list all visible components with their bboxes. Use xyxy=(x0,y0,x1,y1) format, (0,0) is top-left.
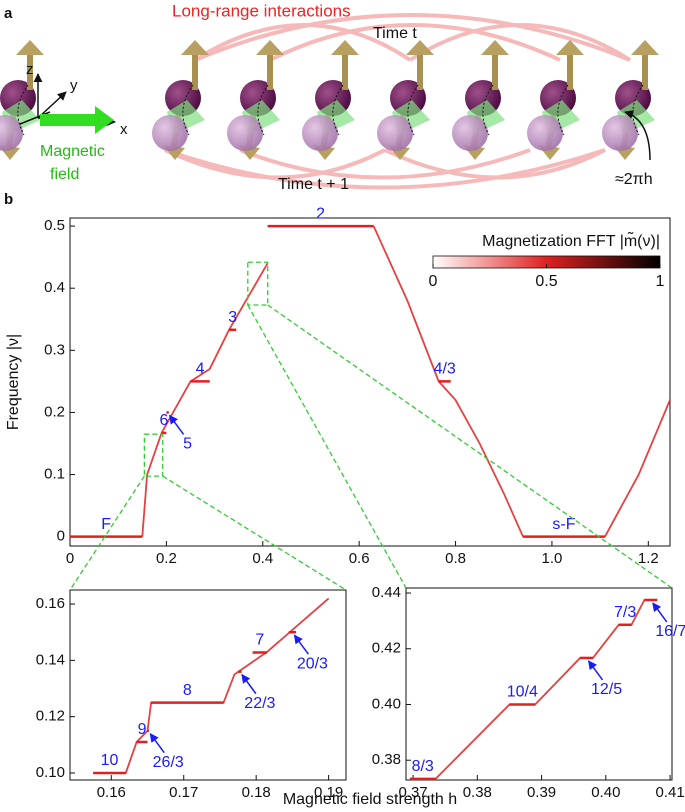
y-tick-label: 0.12 xyxy=(36,708,65,725)
chart: 0.16 0.17 0.18 0.19 0.10 0.12 0.14 0.16 10 9 26/3 8… xyxy=(36,589,347,801)
field-label: Magnetic xyxy=(40,143,105,160)
y-axis-title: Frequency |ν| xyxy=(5,334,22,430)
plateau-label: 4 xyxy=(196,361,205,378)
x-tick-label: 0.2 xyxy=(156,550,177,567)
zoom-box xyxy=(247,261,269,306)
y-tick-label: 0.3 xyxy=(44,341,65,358)
y-tick-label: 0.16 xyxy=(36,595,65,612)
plateau-label: 5 xyxy=(183,436,192,453)
colorbar-tick-label: 1 xyxy=(656,273,665,290)
x-tick-label: 0.39 xyxy=(527,784,556,801)
zoom-box xyxy=(143,433,164,477)
x-tick-label: 0.41 xyxy=(655,784,684,801)
y-tick-label: 0.1 xyxy=(44,466,65,483)
time-label: Time t xyxy=(373,25,417,42)
axis-label: z xyxy=(26,61,34,78)
x-tick-label: 0.17 xyxy=(169,784,198,801)
colorbar-tick-label: 0 xyxy=(429,273,438,290)
label-arrow xyxy=(652,602,668,623)
x-tick-label: 0.19 xyxy=(314,784,343,801)
field-label: field xyxy=(50,166,79,183)
x-tick-label: 0.38 xyxy=(463,784,492,801)
plateau-label: F xyxy=(101,516,111,533)
x-tick-label: 0.16 xyxy=(97,784,126,801)
plateau-label: 10 xyxy=(101,752,119,769)
plateau-label: 20/3 xyxy=(297,655,328,672)
axis-label: y xyxy=(70,77,78,94)
plot-frame xyxy=(69,217,671,547)
y-tick-label: 0.40 xyxy=(372,695,401,712)
plateau-label: 6 xyxy=(160,412,169,429)
plateau-label: 9 xyxy=(138,721,147,738)
plateau-label: 4/3 xyxy=(434,361,456,378)
spins xyxy=(0,40,659,160)
x-tick-label: 1.2 xyxy=(638,550,659,567)
plateau-label: 3 xyxy=(228,309,237,326)
interaction-arcs xyxy=(164,13,632,190)
y-tick-label: 0.14 xyxy=(36,651,65,668)
plot-frame xyxy=(69,589,347,781)
zoom-connector xyxy=(69,475,145,591)
colorbar-tick-label: 0.5 xyxy=(535,273,557,290)
x-tick-label: 0.8 xyxy=(445,550,466,567)
rotation-arrow xyxy=(624,110,651,161)
label-arrow xyxy=(241,673,257,695)
plateau-label: 16/7 xyxy=(655,623,685,640)
y-tick-label: 0.42 xyxy=(372,640,401,657)
x-tick-label: 0.4 xyxy=(252,550,273,567)
plateau-label: 10/4 xyxy=(507,684,538,701)
panel-label: b xyxy=(4,191,13,208)
label-arrow xyxy=(168,414,185,435)
chart: 0 0.2 0.4 0.6 0.8 1.0 1.2 0 0.1 0.2 0.3 0.4 0.5 Frequ… xyxy=(5,205,671,567)
plateau-label: 22/3 xyxy=(244,695,275,712)
plot-frame xyxy=(405,587,673,781)
plateau-label: 12/5 xyxy=(591,681,622,698)
x-tick-label: 0.40 xyxy=(591,784,620,801)
plateau-label: 7/3 xyxy=(614,604,636,621)
plateau-label: 8 xyxy=(183,682,192,699)
chart: 0.37 0.38 0.39 0.40 0.41 0.38 0.40 0.42 0.44 8/3 1… xyxy=(372,584,685,801)
y-tick-label: 0.44 xyxy=(372,584,401,601)
time-label: Time t + 1 xyxy=(278,176,349,193)
y-tick-label: 0.2 xyxy=(44,403,65,420)
plateau-label: s-F xyxy=(552,516,575,533)
label-arrow xyxy=(149,733,165,754)
y-tick-label: 0.38 xyxy=(372,751,401,768)
y-tick-label: 0 xyxy=(57,528,65,545)
axis-label: x xyxy=(120,121,128,138)
zoom-connector xyxy=(267,304,673,589)
x-tick-label: 1.0 xyxy=(541,550,562,567)
field-arrow xyxy=(40,106,114,134)
x-tick-label: 0.37 xyxy=(398,784,427,801)
colorbar-title: Magnetization FFT |m̃(ν)| xyxy=(482,231,660,251)
plateau-label: 7 xyxy=(255,632,264,649)
rotation-label: ≈2πh xyxy=(615,171,653,188)
y-tick-label: 0.10 xyxy=(36,764,65,781)
zoom-connector xyxy=(162,475,347,591)
x-tick-label: 0 xyxy=(66,550,74,567)
zoom-connector xyxy=(247,304,407,589)
panel-label: a xyxy=(4,5,13,22)
x-tick-label: 0.18 xyxy=(242,784,271,801)
label-arrow xyxy=(587,660,604,681)
y-tick-label: 0.4 xyxy=(44,279,65,296)
plateau-label: 8/3 xyxy=(412,758,434,775)
y-tick-label: 0.5 xyxy=(44,217,65,234)
plateau-label: 2 xyxy=(316,205,325,222)
x-tick-label: 0.6 xyxy=(349,550,370,567)
plateau-label: 26/3 xyxy=(153,754,184,771)
x-axis-title: Magnetic field strength h xyxy=(283,791,457,808)
label-arrow xyxy=(293,634,309,655)
panel-a: a z xyxy=(0,1,659,193)
interactions-label: Long-range interactions xyxy=(172,1,351,20)
